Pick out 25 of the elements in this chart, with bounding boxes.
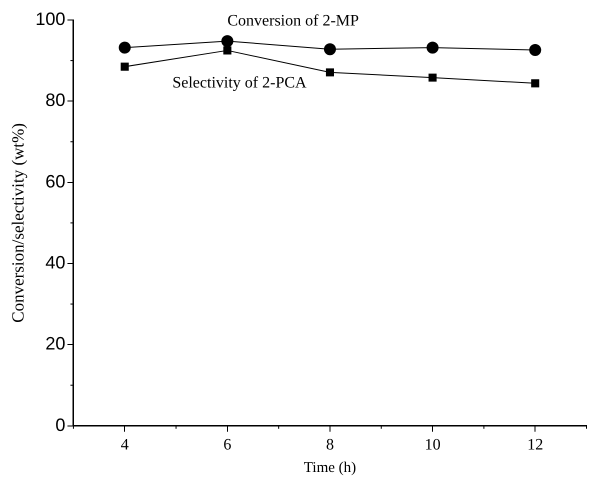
point: [426, 42, 439, 54]
y-axis-title: Conversion/selectivity (wt%): [8, 123, 28, 323]
point: [326, 68, 334, 76]
series-label: Conversion of 2-MP: [227, 12, 360, 30]
point: [428, 74, 437, 82]
point: [120, 62, 129, 71]
x-tick-label: 6: [223, 436, 232, 454]
y-tick-label: 100: [35, 8, 66, 29]
y-tick-label: 0: [55, 414, 66, 435]
x-tick-label: 10: [424, 436, 441, 454]
point: [223, 46, 232, 54]
point: [529, 44, 542, 56]
point: [118, 42, 131, 54]
series-label: Selectivity of 2-PCA: [172, 74, 308, 92]
point: [324, 43, 336, 56]
point: [221, 35, 234, 48]
y-tick-label: 20: [45, 334, 66, 354]
x-tick-label: 8: [326, 436, 334, 454]
x-tick-label: 12: [527, 436, 544, 454]
x-axis-title: Time (h): [304, 460, 356, 476]
x-tick-label: 4: [120, 436, 129, 454]
y-tick-label: 80: [45, 90, 66, 110]
y-tick-label: 40: [45, 252, 66, 272]
point: [531, 79, 540, 88]
y-tick-label: 60: [45, 171, 66, 192]
